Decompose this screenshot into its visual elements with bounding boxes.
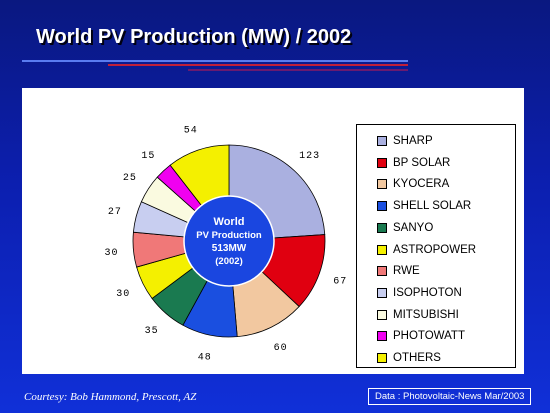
legend-swatch [377,266,387,277]
legend-label: KYOCERA [393,178,450,191]
legend-swatch [377,157,387,168]
legend-swatch [377,244,387,255]
center-disc [183,195,275,287]
legend-label: ISOPHOTON [393,286,462,299]
legend-item: SHELL SOLAR [377,198,471,214]
legend-item: BP SOLAR [377,155,450,171]
slice-value-label: 15 [141,151,155,162]
legend-swatch [377,201,387,212]
center-label: World PV Production 513MW (2002) [196,216,262,267]
legend-item: PHOTOWATT [377,328,465,344]
pie-chart: 123 67 60 48 35 30 30 27 25 15 54 World PV Producti… [104,125,347,364]
center-label-line: (2002) [215,256,242,267]
title-rule-red [108,64,408,66]
legend-swatch [377,309,387,320]
slice-value-label: 48 [198,353,212,364]
legend-item: ASTROPOWER [377,242,476,258]
slice-value-label: 30 [104,248,118,259]
data-source-box: Data : Photovoltaic-News Mar/2003 [368,388,532,405]
slice-value-label: 60 [274,343,288,354]
slide-title: World PV Production (MW) / 2002 [36,26,352,48]
legend-label: SHELL SOLAR [393,200,472,213]
legend-swatch [377,136,387,146]
legend-label: RWE [393,265,420,278]
legend-item: RWE [377,263,420,279]
legend-swatch [377,179,387,190]
center-label-line: PV Production [196,230,262,241]
legend-item: MITSUBISHI [377,307,459,323]
center-label-line: World [214,216,245,228]
slice-value-label: 54 [184,125,198,136]
legend-item: SANYO [377,220,433,236]
legend-label: PHOTOWATT [393,330,465,343]
legend-swatch [377,353,387,363]
legend-label: MITSUBISHI [393,308,459,321]
legend-swatch [377,287,387,298]
legend-label: BP SOLAR [393,156,451,169]
slice-value-label: 25 [123,173,137,184]
legend-swatch [377,222,387,233]
slice-value-label: 67 [333,277,347,288]
title-rule-purple [188,69,408,71]
slice-value-label: 27 [108,207,122,218]
slice-value-label: 35 [145,326,159,337]
courtesy-note: Courtesy: Bob Hammond, Prescott, AZ [24,391,197,403]
legend-label: OTHERS [393,352,441,364]
center-label-line: 513MW [212,243,247,254]
slice-value-label: 30 [116,289,130,300]
chart-legend: SHARP BP SOLAR KYOCERA SHELL SOLAR SANYO ASTR… [356,124,516,368]
legend-item: ISOPHOTON [377,285,462,301]
legend-label: ASTROPOWER [393,243,477,256]
legend-label: SANYO [393,221,434,234]
slice-value-label: 123 [299,151,320,162]
legend-item: KYOCERA [377,176,449,192]
legend-swatch [377,331,387,342]
legend-item: OTHERS [377,350,441,366]
pie-slice-labels: 123 67 60 48 35 30 30 27 25 15 54 [104,125,347,364]
title-rule-blue [22,60,408,62]
legend-item: SHARP [377,133,433,149]
legend-label: SHARP [393,135,433,147]
